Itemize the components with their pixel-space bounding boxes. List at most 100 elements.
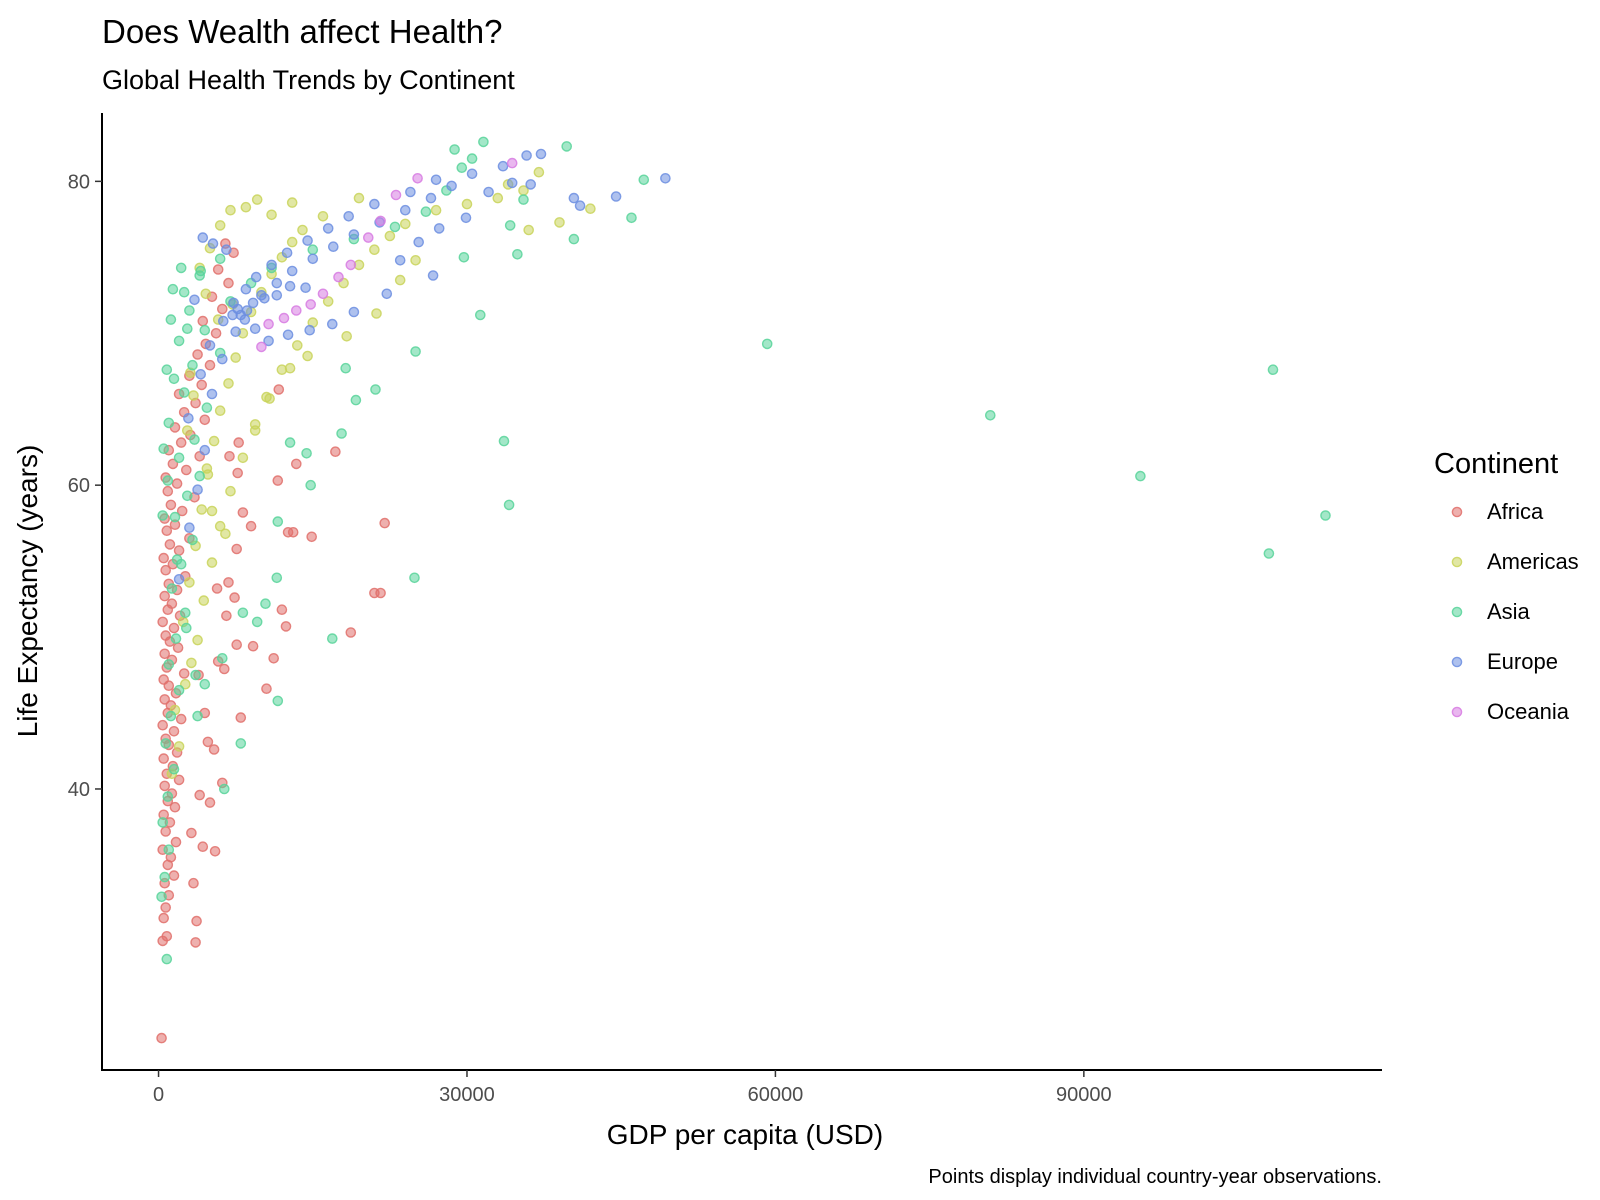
data-point-africa <box>160 564 171 576</box>
data-point-asia <box>271 572 283 584</box>
data-point-asia <box>173 684 185 696</box>
data-point-africa <box>166 598 178 610</box>
data-point-asia <box>512 248 523 260</box>
data-point-africa <box>231 543 242 555</box>
data-point-africa <box>232 467 243 479</box>
data-point-africa <box>168 622 180 634</box>
data-point-americas <box>284 362 296 374</box>
data-point-europe <box>207 238 219 249</box>
data-point-asia <box>638 174 650 186</box>
data-point-europe <box>343 210 355 222</box>
data-point-europe <box>221 244 232 255</box>
data-point-americas <box>523 224 535 236</box>
data-point-asia <box>163 659 175 670</box>
data-point-asia <box>307 244 319 255</box>
data-point-americas <box>430 204 442 216</box>
data-point-africa <box>160 826 171 837</box>
legend-label-asia: Asia <box>1487 599 1531 624</box>
data-point-americas <box>554 217 565 228</box>
data-point-americas <box>206 505 218 517</box>
data-point-europe <box>217 315 229 327</box>
data-point-oceania <box>305 299 317 310</box>
data-point-asia <box>235 738 247 749</box>
data-point-asia <box>216 653 228 664</box>
data-point-africa <box>178 668 190 679</box>
data-point-africa <box>158 552 169 564</box>
data-point-asia <box>181 490 193 502</box>
data-point-asia <box>1267 364 1279 376</box>
data-point-americas <box>240 201 252 213</box>
data-point-europe <box>250 271 262 283</box>
data-point-asia <box>1263 548 1275 559</box>
data-point-asia <box>162 475 174 486</box>
data-point-europe <box>206 388 218 400</box>
data-point-africa <box>306 531 318 543</box>
data-point-americas <box>266 209 277 221</box>
data-point-africa <box>276 604 288 616</box>
data-point-oceania <box>333 271 344 283</box>
data-point-asia <box>456 162 468 173</box>
data-point-asia <box>1135 470 1146 482</box>
data-point-asia <box>301 447 312 459</box>
data-point-asia <box>190 669 201 681</box>
data-point-africa <box>208 744 220 755</box>
x-tick-label: 90000 <box>1056 1084 1112 1106</box>
data-point-africa <box>191 915 202 927</box>
legend-label-africa: Africa <box>1487 499 1544 524</box>
data-point-asia <box>458 251 470 263</box>
data-point-europe <box>216 353 228 365</box>
data-point-asia <box>199 678 211 690</box>
chart-title: Does Wealth affect Health? <box>102 13 503 50</box>
data-point-americas <box>214 520 226 532</box>
data-point-europe <box>286 265 298 277</box>
data-point-asia <box>170 633 182 644</box>
data-point-europe <box>521 150 532 161</box>
data-point-americas <box>192 634 203 646</box>
data-point-asia <box>503 499 515 511</box>
data-point-asia <box>178 387 190 398</box>
data-point-africa <box>218 663 230 675</box>
data-point-americas <box>533 166 545 178</box>
data-point-asia <box>326 633 338 644</box>
data-point-asia <box>272 695 284 707</box>
data-point-africa <box>330 446 341 458</box>
data-point-europe <box>446 180 457 192</box>
data-point-europe <box>525 179 537 190</box>
data-point-americas <box>302 350 313 362</box>
data-point-europe <box>381 288 393 300</box>
data-point-africa <box>273 384 285 395</box>
data-point-europe <box>199 444 211 456</box>
data-point-americas <box>251 194 263 205</box>
data-point-europe <box>192 484 203 496</box>
data-point-asia <box>410 346 421 357</box>
data-point-americas <box>225 485 236 497</box>
data-point-americas <box>384 230 396 242</box>
data-point-europe <box>430 174 442 186</box>
data-point-africa <box>245 520 257 532</box>
data-point-europe <box>235 309 247 321</box>
data-point-europe <box>348 306 360 318</box>
data-point-europe <box>259 292 270 304</box>
data-point-africa <box>379 517 391 529</box>
data-point-africa <box>173 545 185 556</box>
data-point-asia <box>420 206 432 217</box>
data-point-europe <box>327 241 339 252</box>
data-point-asia <box>498 435 510 447</box>
data-point-europe <box>197 232 209 243</box>
data-point-oceania <box>345 259 357 271</box>
data-point-africa <box>168 870 180 881</box>
data-point-asia <box>189 434 200 445</box>
data-point-africa <box>180 464 192 476</box>
data-point-asia <box>157 817 168 828</box>
data-point-americas <box>206 557 218 568</box>
legend-key-asia <box>1451 606 1463 618</box>
data-point-africa <box>210 327 222 339</box>
data-point-europe <box>189 294 200 306</box>
data-point-africa <box>237 507 249 518</box>
data-point-asia <box>187 534 198 546</box>
data-point-africa <box>247 640 259 652</box>
data-point-europe <box>369 198 380 210</box>
data-point-americas <box>369 244 380 255</box>
data-point-americas <box>214 405 226 417</box>
